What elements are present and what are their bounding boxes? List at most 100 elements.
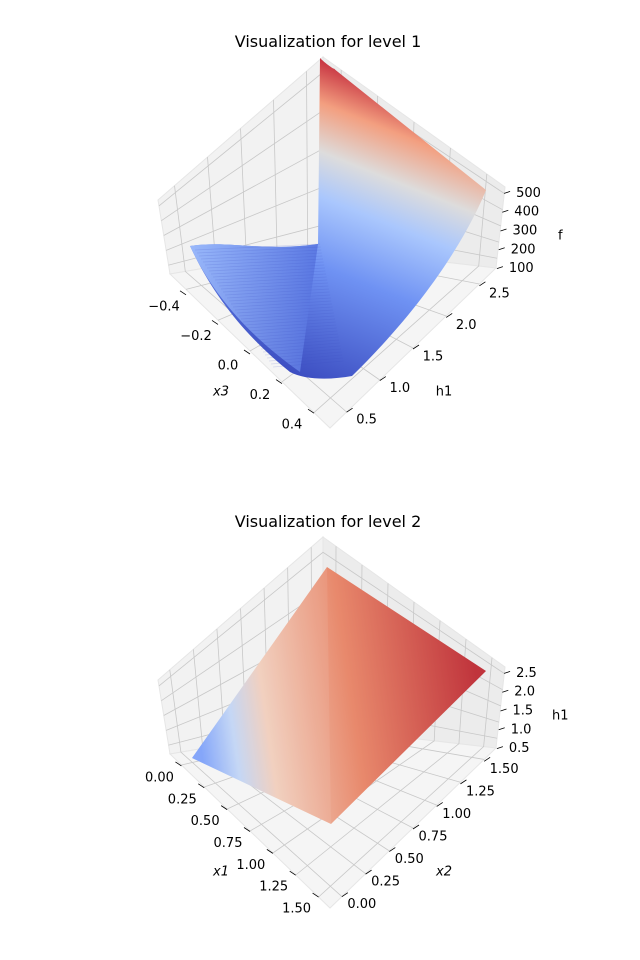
surface-texture (222, 285, 329, 293)
tick-label: 0.25 (168, 792, 197, 807)
tick-mark (503, 671, 511, 674)
tick-mark (503, 191, 511, 194)
surface-texture (226, 291, 330, 299)
tick-label: 1.25 (259, 880, 288, 895)
tick-label: 0.00 (347, 897, 376, 912)
chart-2-plot: 0.00 0.25 0.50 0.75 1.00 1.25 1.50 x1 0.00 0.25 0.… (145, 535, 569, 917)
tick-label: 1.0 (511, 722, 532, 737)
tick-mark (479, 281, 486, 287)
surface-texture (260, 342, 340, 350)
surface-texture (208, 264, 325, 272)
tick-label: 2.0 (514, 685, 535, 700)
chart-1-plot: −0.4−0.2 0.0 0.2 0.4 x3 0.5 1.0 1.5 2.0 2.5 h1 100 2… (148, 55, 563, 433)
surface-texture (252, 330, 338, 338)
surface-plane (192, 567, 486, 824)
surface-texture (228, 294, 331, 302)
surface-texture (202, 255, 323, 263)
tick-label: 2.0 (456, 318, 477, 333)
tick-mark (498, 247, 505, 251)
tick-label: −0.4 (148, 299, 180, 314)
tick-label: 1.5 (423, 350, 444, 365)
surface-texture (212, 270, 326, 278)
tick-label: 0.4 (282, 418, 303, 433)
tick-label: 0.50 (191, 814, 220, 829)
chart-level-1: Visualization for level 1 −0.4 −0.2 0.0 0.2… (148, 32, 563, 433)
surface-texture (236, 306, 333, 314)
surface-texture (234, 303, 333, 311)
surface-texture (272, 360, 344, 368)
tick-label: 100 (509, 261, 534, 276)
tick-mark (412, 344, 420, 350)
tick-label: 0.75 (419, 830, 448, 845)
grid-line (313, 173, 488, 413)
tick-label: 300 (513, 224, 538, 239)
tick-mark (198, 783, 205, 789)
tick-mark (243, 349, 251, 355)
tick-mark (483, 756, 491, 762)
tick-label: 1.00 (442, 807, 471, 822)
tick-label: 0.00 (145, 770, 174, 785)
surface-texture (268, 354, 343, 362)
grid-line (318, 657, 493, 898)
tick-label: 500 (516, 186, 541, 201)
grid-line (158, 551, 505, 687)
tick-mark (436, 802, 443, 807)
tick-label: 1.0 (389, 381, 410, 396)
tick-mark (175, 761, 182, 767)
surface-texture (246, 321, 336, 329)
surface-texture (198, 249, 322, 257)
surface-texture (264, 348, 342, 356)
surface-texture (240, 312, 334, 320)
axis-label: x1 (212, 865, 229, 880)
tick-mark (275, 379, 283, 384)
chart-title: Visualization for level 1 (234, 32, 422, 51)
surface-texture (250, 327, 337, 335)
surface-texture (230, 297, 331, 305)
ticks-1: −0.4−0.2 0.0 0.2 0.4 x3 0.5 1.0 1.5 2.0 2.5 h1 100 2… (148, 186, 563, 433)
surface-texture (196, 246, 321, 254)
tick-mark (307, 408, 315, 414)
tick-mark (502, 209, 509, 213)
tick-label: 1.25 (466, 784, 495, 799)
tick-label: 1.00 (236, 858, 265, 873)
tick-label: −0.2 (180, 329, 212, 344)
tick-mark (346, 407, 353, 413)
tick-label: 0.75 (214, 836, 243, 851)
surface-texture (218, 279, 328, 287)
tick-mark (389, 847, 396, 852)
surface-texture (244, 318, 336, 326)
surface-texture (258, 339, 340, 347)
tick-mark (502, 689, 509, 693)
tick-mark (460, 779, 467, 785)
surface-texture (216, 276, 327, 284)
tick-label: 200 (511, 242, 536, 257)
grid-line (169, 669, 343, 897)
tick-label: 1.5 (513, 704, 534, 719)
tick-label: 1.50 (490, 762, 519, 777)
surface-texture (262, 345, 341, 353)
tick-label: 0.2 (250, 388, 271, 403)
surface-texture (210, 267, 325, 275)
axis-label: h1 (552, 709, 569, 724)
tick-mark (211, 320, 219, 325)
chart-level-2: Visualization for level 2 0.00 0.25 0.50 0.… (0, 480, 640, 960)
surface-texture (232, 300, 332, 308)
tick-label: 0.25 (371, 875, 400, 890)
tick-mark (500, 708, 507, 712)
surface-front-face (190, 244, 318, 372)
tick-mark (496, 746, 504, 749)
tick-mark (379, 376, 387, 381)
surface-1 (190, 58, 486, 379)
surface-texture (242, 315, 335, 323)
axis-label: f (558, 229, 563, 244)
tick-mark (365, 869, 372, 875)
axis-label: x3 (212, 385, 229, 400)
surface-2 (192, 567, 486, 824)
tick-mark (445, 313, 453, 318)
surface-texture (200, 252, 322, 260)
surface-texture (206, 261, 324, 269)
surface-texture (224, 288, 330, 296)
pane-back-left (157, 55, 324, 275)
tick-mark (243, 827, 251, 832)
tick-mark (412, 824, 420, 830)
